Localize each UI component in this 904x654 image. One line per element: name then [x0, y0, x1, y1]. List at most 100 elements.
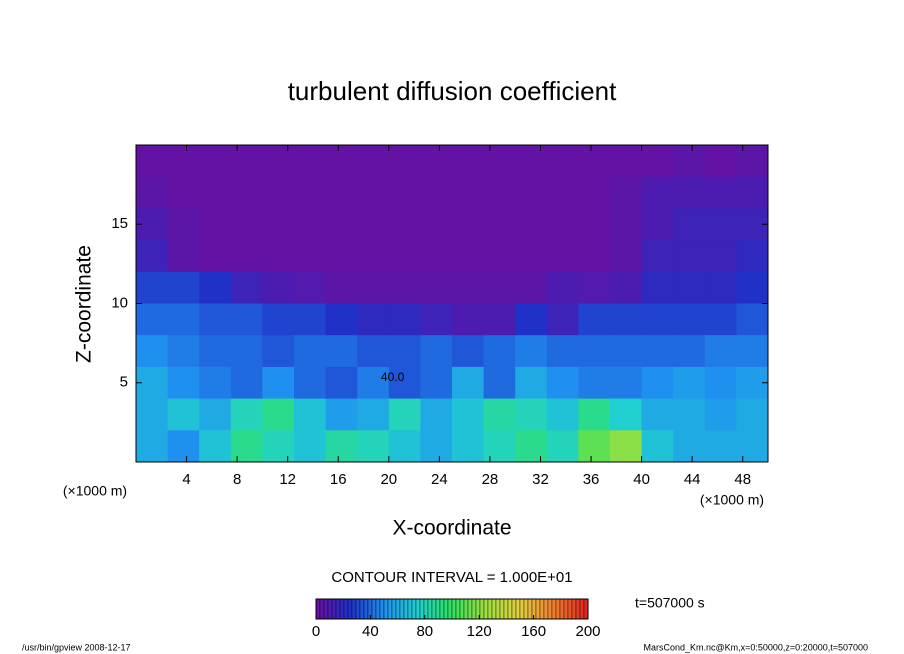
field-cell	[262, 398, 295, 431]
colorbar-swatch	[551, 598, 557, 620]
field-cell	[736, 176, 769, 209]
field-cell	[167, 366, 200, 400]
colorbar-tick-label: 120	[467, 623, 492, 640]
field-cell	[673, 240, 706, 273]
colorbar-swatch	[331, 598, 337, 620]
colorbar-swatch	[527, 598, 533, 620]
field-cell	[578, 208, 611, 241]
field-cell	[420, 303, 453, 336]
chart-title: turbulent diffusion coefficient	[288, 76, 617, 106]
colorbar-swatch	[495, 598, 501, 620]
colorbar-swatch	[443, 598, 449, 620]
field-cell	[704, 303, 737, 336]
field-cell	[420, 145, 453, 178]
field-cell	[262, 271, 295, 304]
field-cell	[325, 303, 358, 336]
field-cell	[578, 430, 611, 463]
colorbar-swatch	[399, 598, 405, 620]
x-axis-unit: (×1000 m)	[700, 492, 764, 508]
field-cell	[357, 240, 390, 273]
field-cell	[673, 176, 706, 209]
field-cell	[704, 208, 737, 241]
field-cell	[736, 398, 769, 431]
field-cell	[230, 176, 263, 209]
field-cell	[325, 176, 358, 209]
colorbar-swatch	[407, 598, 413, 620]
contour-interval: CONTOUR INTERVAL = 1.000E+01	[331, 569, 572, 586]
field-cell	[294, 208, 327, 241]
x-tick-label: 48	[734, 471, 751, 488]
colorbar-swatch	[579, 598, 585, 620]
field-cell	[515, 398, 548, 431]
colorbar-swatch	[351, 598, 357, 620]
contour-label: 40.0	[381, 370, 405, 384]
colorbar-swatch	[455, 598, 461, 620]
field-cell	[483, 430, 516, 463]
field-cell	[641, 335, 674, 368]
time-label: t=507000 s	[635, 595, 705, 611]
colorbar-swatch	[539, 598, 545, 620]
colorbar-swatch	[451, 598, 457, 620]
field-cell	[515, 366, 548, 400]
field-cell	[546, 366, 579, 400]
field-cell	[262, 176, 295, 209]
colorbar-swatch	[379, 598, 385, 620]
colorbar-swatch	[515, 598, 521, 620]
field-cell	[325, 240, 358, 273]
field-cell	[230, 398, 263, 431]
field-cell	[483, 145, 516, 178]
colorbar-swatch	[487, 598, 493, 620]
field-cell	[610, 271, 643, 304]
field-cell	[199, 366, 232, 400]
field-cell	[546, 145, 579, 178]
field-cell	[230, 208, 263, 241]
field-cell	[199, 430, 232, 463]
field-cell	[578, 398, 611, 431]
x-tick-label: 24	[431, 471, 448, 488]
field-cell	[167, 176, 200, 209]
x-tick-label: 16	[330, 471, 347, 488]
field-cell	[199, 335, 232, 368]
field-cell	[294, 430, 327, 463]
y-axis-unit: (×1000 m)	[63, 483, 127, 499]
x-tick-label: 4	[182, 471, 190, 488]
field-cell	[736, 303, 769, 336]
field-cell	[673, 271, 706, 304]
field-cell	[704, 335, 737, 368]
field-cell	[452, 145, 485, 178]
colorbar	[315, 598, 589, 620]
field-cell	[452, 240, 485, 273]
field-cell	[483, 240, 516, 273]
field-cell	[610, 335, 643, 368]
field-cell	[262, 240, 295, 273]
field-cell	[420, 208, 453, 241]
field-cell	[483, 335, 516, 368]
field-cell	[357, 145, 390, 178]
field-cell	[167, 240, 200, 273]
field-cell	[641, 208, 674, 241]
field-cell	[167, 271, 200, 304]
field-cell	[357, 303, 390, 336]
field-cell	[546, 208, 579, 241]
field-cell	[167, 303, 200, 336]
field-cell	[546, 335, 579, 368]
field-cell	[357, 335, 390, 368]
field-cell	[546, 430, 579, 463]
field-cell	[704, 240, 737, 273]
y-tick-label: 5	[120, 374, 128, 391]
field-cell	[578, 271, 611, 304]
field-cell	[736, 145, 769, 178]
field-cell	[452, 176, 485, 209]
colorbar-swatch	[363, 598, 369, 620]
colorbar-tick-label: 80	[416, 623, 433, 640]
field-cell	[136, 398, 169, 431]
field-cell	[452, 398, 485, 431]
field-cell	[262, 335, 295, 368]
field-cell	[199, 303, 232, 336]
field-cell	[388, 208, 421, 241]
x-tick-label: 40	[633, 471, 650, 488]
field-cell	[420, 430, 453, 463]
field-cell	[136, 176, 169, 209]
field-cell	[420, 240, 453, 273]
colorbar-swatch	[459, 598, 465, 620]
